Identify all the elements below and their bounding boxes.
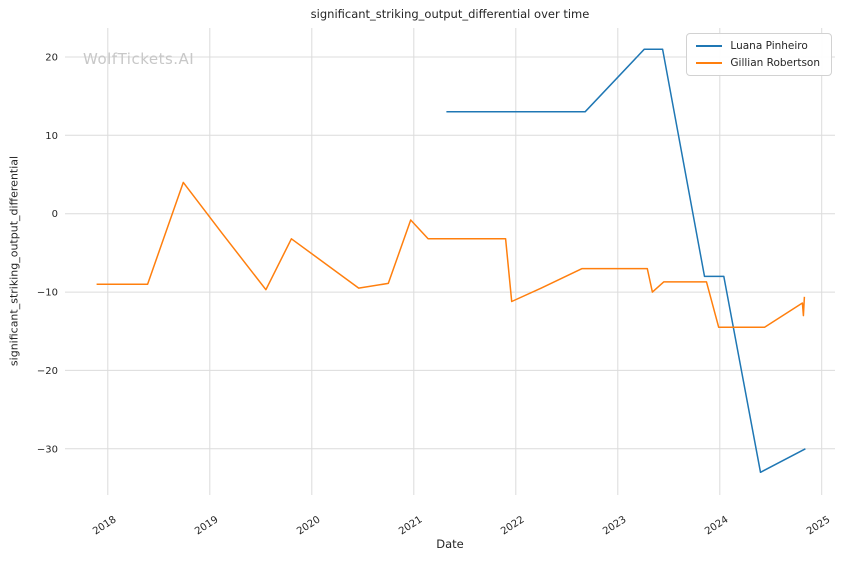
legend-line-swatch	[696, 61, 723, 64]
chart-title: significant_striking_output_differential…	[310, 7, 590, 21]
watermark: WolfTickets.AI	[83, 50, 195, 68]
y-tick-label: 0	[52, 209, 58, 220]
y-tick-label: 10	[45, 131, 58, 142]
legend-line-swatch	[696, 45, 723, 48]
y-axis-label: significant_striking_output_differential	[7, 155, 21, 367]
y-tick-label: −20	[37, 366, 58, 377]
legend: Luana Pinheiro Gillian Robertson	[686, 33, 832, 76]
x-tick-label: 2018	[91, 514, 118, 537]
y-tick-label: −30	[37, 444, 58, 455]
y-tick-label: 20	[45, 53, 58, 64]
legend-item: Gillian Robertson	[696, 56, 820, 69]
series-line-gillian-robertson	[96, 181, 806, 329]
y-tick-label: −10	[37, 288, 58, 299]
x-tick-label: 2022	[499, 514, 526, 537]
x-tick-label: 2021	[397, 514, 424, 537]
x-tick-label: 2025	[805, 514, 832, 537]
legend-label: Luana Pinheiro	[730, 40, 808, 52]
x-axis-label: Date	[436, 537, 464, 551]
series-line-luana-pinheiro	[446, 48, 806, 474]
x-tick-label: 2024	[703, 514, 730, 537]
x-tick-label: 2020	[295, 514, 322, 537]
x-tick-label: 2019	[193, 514, 220, 537]
legend-item: Luana Pinheiro	[696, 41, 820, 52]
legend-label: Gillian Robertson	[730, 56, 820, 69]
x-tick-label: 2023	[601, 514, 628, 537]
